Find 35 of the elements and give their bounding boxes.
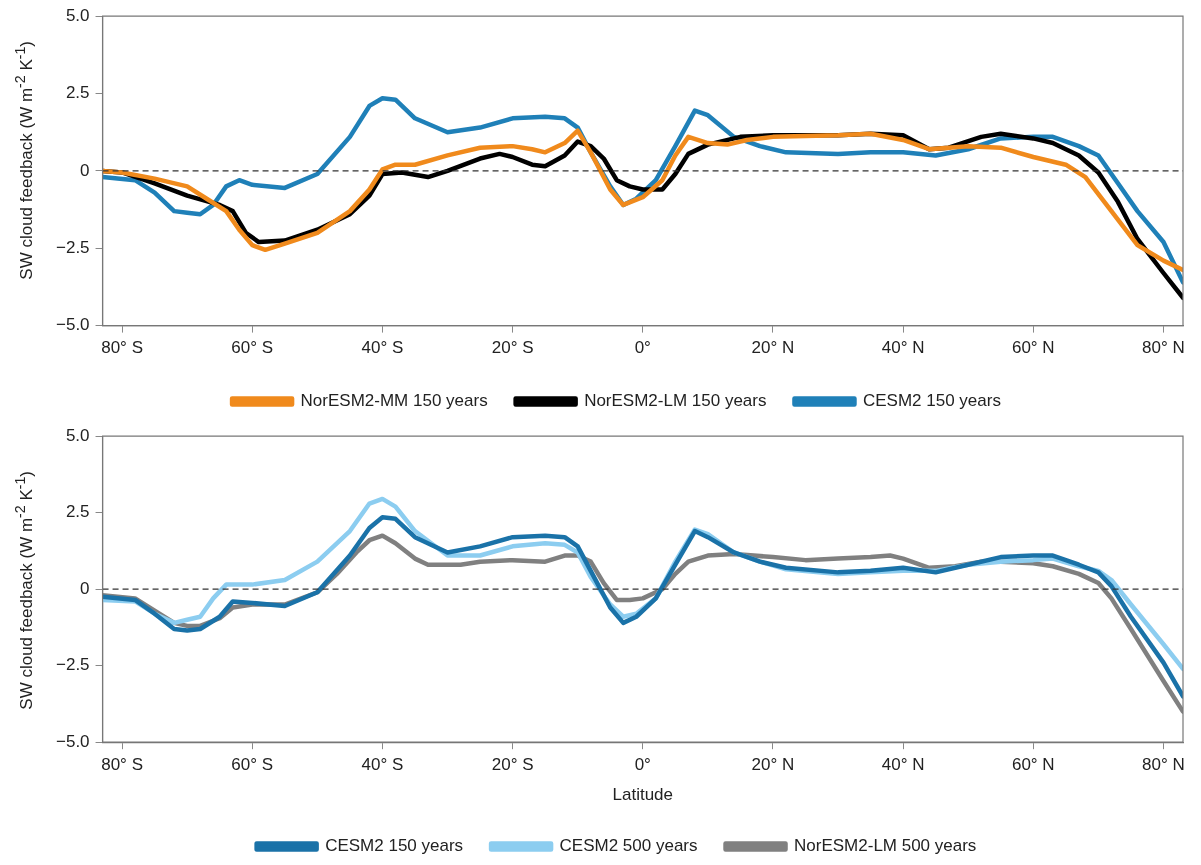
x-tick-label: 60° N: [1011, 338, 1055, 358]
x-tick-label: 20° N: [751, 338, 795, 358]
y-tick-label: 5.0: [65, 5, 90, 25]
x-tick-label: 80° S: [101, 338, 143, 358]
legend-label: CESM2 500 years: [559, 836, 698, 856]
x-tick-label: 60° S: [231, 755, 274, 775]
y-tick-label: −5.0: [56, 731, 90, 751]
x-tick-label: 0°: [634, 338, 651, 358]
x-tick-label: 60° S: [231, 338, 274, 358]
legend-label: CESM2 150 years: [862, 391, 1001, 411]
y-tick-label: 0: [80, 578, 90, 598]
x-tick-label: 80° S: [101, 755, 143, 775]
x-tick-label: 40° N: [881, 755, 925, 775]
x-tick-label: 40° S: [361, 338, 404, 358]
y-tick-label: 5.0: [65, 425, 90, 445]
y-tick-label: 2.5: [65, 83, 90, 103]
x-tick-label: 80° N: [1142, 755, 1185, 775]
x-axis-title: Latitude: [612, 785, 674, 805]
legend-label: NorESM2-LM 150 years: [584, 391, 767, 411]
x-tick-label: 20° S: [491, 755, 534, 775]
x-tick-label: 20° N: [751, 755, 795, 775]
x-tick-label: 60° N: [1011, 755, 1055, 775]
x-tick-label: 40° N: [881, 338, 925, 358]
y-tick-label: −5.0: [56, 315, 90, 335]
x-tick-label: 80° N: [1142, 338, 1185, 358]
x-tick-label: 40° S: [361, 755, 404, 775]
y-tick-label: 0: [80, 160, 90, 180]
y-tick-label: −2.5: [56, 237, 90, 257]
y-tick-label: −2.5: [56, 655, 90, 675]
legend-label: NorESM2-LM 500 years: [794, 836, 977, 856]
legend-label: CESM2 150 years: [325, 836, 464, 856]
legend-label: NorESM2-MM 150 years: [300, 391, 488, 411]
y-tick-label: 2.5: [65, 502, 90, 522]
x-tick-label: 0°: [634, 755, 651, 775]
x-tick-label: 20° S: [491, 338, 534, 358]
